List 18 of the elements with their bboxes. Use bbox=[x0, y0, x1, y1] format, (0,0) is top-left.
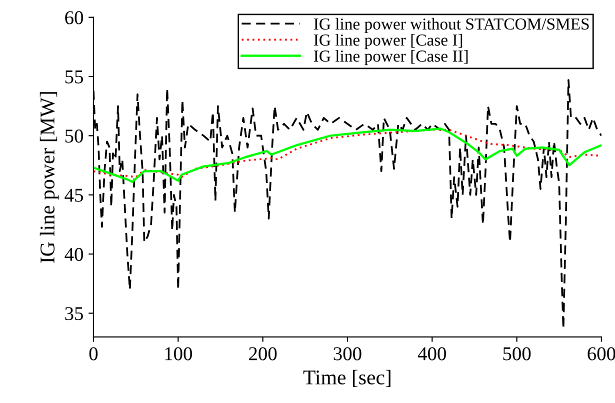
y-tick-label: 40 bbox=[64, 248, 84, 261]
y-tick-label: 60 bbox=[65, 11, 84, 24]
x-axis-title: Time [sec] bbox=[303, 370, 390, 388]
y-tick-label: 50 bbox=[65, 130, 84, 143]
x-tick-label: 200 bbox=[249, 347, 277, 360]
x-tick-label: 400 bbox=[418, 347, 446, 360]
legend-label: IG line power [Case I] bbox=[314, 34, 462, 50]
legend-label: IG line power [Case II] bbox=[314, 50, 468, 66]
x-tick-label: 500 bbox=[503, 347, 531, 360]
legend-label: IG line power without STATCOM/SMES bbox=[314, 18, 589, 34]
y-tick-label: 55 bbox=[65, 70, 83, 84]
y-axis-title: IG line power [MW] bbox=[40, 92, 59, 263]
y-tick-label: 35 bbox=[65, 307, 83, 320]
x-tick-label: 0 bbox=[89, 347, 98, 360]
x-tick-label: 300 bbox=[334, 347, 362, 360]
x-tick-label: 100 bbox=[165, 347, 192, 360]
y-tick-label: 45 bbox=[64, 188, 83, 202]
x-tick-label: 600 bbox=[588, 347, 615, 360]
